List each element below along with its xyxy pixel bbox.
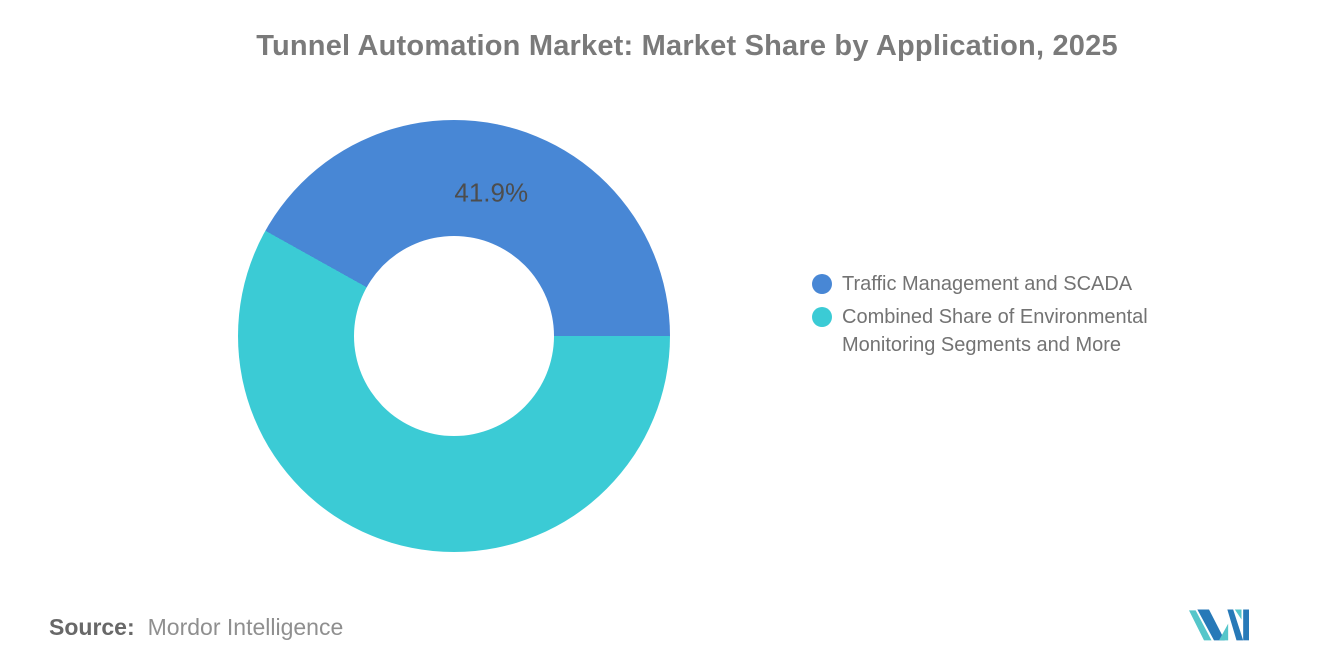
- legend-item[interactable]: Combined Share of Environmental Monitori…: [812, 303, 1202, 359]
- legend-item-label: Traffic Management and SCADA: [842, 273, 1133, 295]
- legend-marker-icon: [812, 274, 832, 294]
- donut-chart: 41.9%: [238, 120, 670, 552]
- logo-teal-triangle: [1219, 623, 1229, 641]
- source-label: Source:: [49, 614, 135, 640]
- chart-legend: Traffic Management and SCADA Combined Sha…: [812, 270, 1202, 364]
- donut-hole: [354, 236, 554, 436]
- slice-percentage-label: 41.9%: [454, 177, 529, 208]
- chart-title: Tunnel Automation Market: Market Share b…: [256, 30, 1118, 62]
- logo-teal-corner: [1234, 609, 1242, 620]
- source-line: Source: Mordor Intelligence: [49, 613, 343, 641]
- logo-teal-stripe: [1189, 610, 1212, 641]
- mordor-intelligence-logo: [1189, 609, 1249, 641]
- logo-blue-bar: [1243, 609, 1249, 641]
- legend-item-label: Combined Share of Environmental Monitori…: [842, 306, 1148, 356]
- source-value: Mordor Intelligence: [147, 614, 344, 640]
- logo-blue-stripe: [1197, 609, 1225, 641]
- logo-blue-diagonal: [1227, 609, 1244, 641]
- legend-item[interactable]: Traffic Management and SCADA: [812, 270, 1202, 298]
- legend-marker-icon: [812, 307, 832, 327]
